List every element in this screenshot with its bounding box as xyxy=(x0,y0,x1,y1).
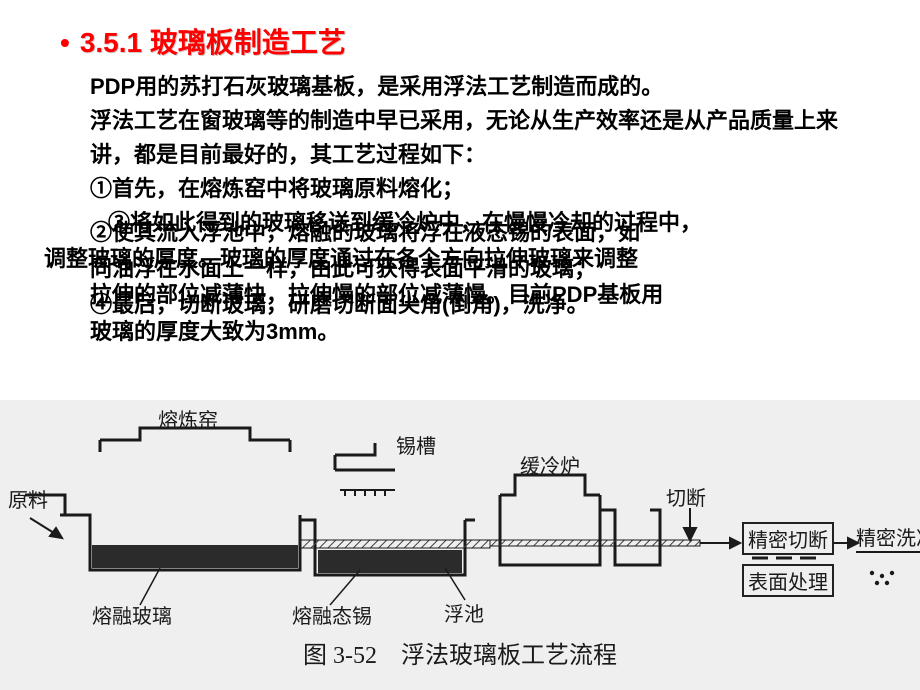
label-raw: 原料 xyxy=(8,484,48,513)
label-furnace: 熔炼窑 xyxy=(158,404,218,433)
paragraph-3: ①首先，在熔炼窑中将玻璃原料熔化； xyxy=(90,172,878,206)
label-surface: 表面处理 xyxy=(742,564,834,597)
paragraph-2: 浮法工艺在窗玻璃等的制造中早已采用，无论从生产效率还是从产品质量上来讲，都是目前… xyxy=(90,104,878,172)
bullet-icon: • xyxy=(60,26,70,60)
label-anneal: 缓冷炉 xyxy=(520,450,580,479)
label-molten-tin: 熔融态锡 xyxy=(292,600,372,629)
label-float-pool: 浮池 xyxy=(444,598,484,627)
label-cut: 切断 xyxy=(666,482,706,511)
section-heading: • 3.5.1 玻璃板制造工艺 xyxy=(60,26,884,60)
paragraph-1: PDP用的苏打石灰玻璃基板，是采用浮法工艺制造而成的。 xyxy=(90,70,878,104)
body-text: PDP用的苏打石灰玻璃基板，是采用浮法工艺制造而成的。 浮法工艺在窗玻璃等的制造… xyxy=(90,70,878,349)
heading-text: 3.5.1 玻璃板制造工艺 xyxy=(80,26,346,60)
label-fine-wash: 精密洗净 xyxy=(856,522,920,553)
label-molten-glass: 熔融玻璃 xyxy=(92,600,172,629)
label-tin-bath: 锡槽 xyxy=(396,430,436,459)
label-fine-cut: 精密切断 xyxy=(742,522,834,555)
heading-title: 玻璃板制造工艺 xyxy=(150,27,346,58)
heading-number: 3.5.1 xyxy=(80,27,142,58)
figure-caption: 图 3-52 浮法玻璃板工艺流程 xyxy=(0,635,920,670)
process-diagram: 原料 熔炼窑 熔融玻璃 熔融态锡 锡槽 浮池 缓冷炉 切断 精密切断 表面处理 … xyxy=(0,400,920,690)
